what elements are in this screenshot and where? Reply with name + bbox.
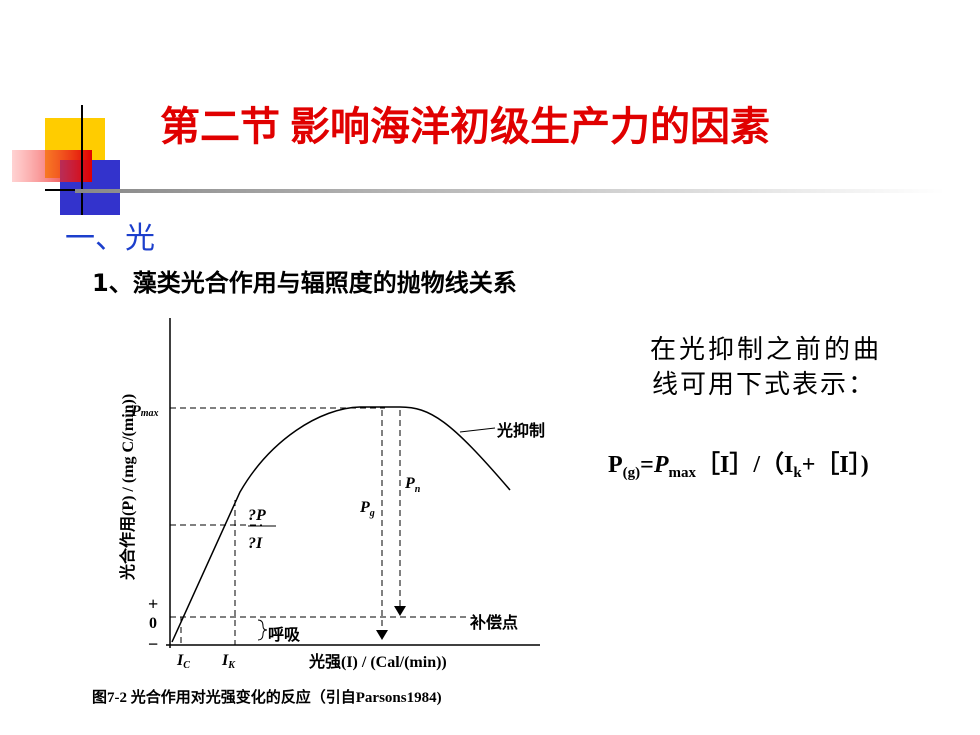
tail: +［I］)	[802, 451, 869, 478]
pg: Pg	[359, 499, 375, 519]
y-axis-label: 光合作用(P) / (mg C/(min))	[118, 394, 137, 581]
note-line: 线可用下式表示：	[652, 370, 876, 400]
pmax: Pmax	[130, 403, 159, 420]
arrows	[376, 606, 406, 640]
eq: =	[640, 452, 654, 478]
sub: max	[669, 465, 697, 481]
mid: ［I］/（I	[696, 451, 793, 478]
formula: P(g)=Pmax［I］/（Ik+［I］)	[608, 451, 869, 481]
p: P	[130, 403, 141, 420]
p: P	[404, 475, 415, 492]
sub: n	[415, 484, 421, 495]
sub: k	[793, 465, 802, 481]
i: I	[176, 652, 184, 669]
slope-top: ?P	[248, 507, 266, 524]
subheading: 1、藻类光合作用与辐照度的抛物线关系	[92, 269, 517, 297]
ic: IC	[176, 652, 190, 671]
p: P	[608, 452, 623, 478]
slope-bottom: ?I	[248, 535, 263, 552]
x-axis-label: 光强(I) / (Cal/(min))	[308, 652, 447, 671]
zero: 0	[149, 615, 157, 632]
p: P	[359, 499, 370, 516]
guides	[170, 407, 470, 645]
sub: C	[183, 660, 190, 671]
caption: 图7-2 光合作用对光强变化的反应（引自Parsons1984)	[92, 688, 442, 706]
i: I	[221, 652, 229, 669]
decoration	[12, 105, 945, 215]
respiration: 呼吸	[268, 625, 301, 644]
sub: K	[227, 660, 236, 671]
heading: 一、光	[65, 221, 155, 256]
sub: max	[141, 408, 159, 419]
plus: +	[148, 594, 158, 614]
brace	[257, 619, 268, 641]
minus: −	[148, 634, 158, 654]
p: P	[653, 452, 669, 478]
pointer	[459, 427, 496, 433]
inhibition: 光抑制	[496, 421, 545, 440]
compensation: 补偿点	[469, 613, 518, 632]
sub: g	[369, 508, 375, 519]
sub: (g)	[623, 465, 641, 481]
note-line: 在光抑制之前的曲	[650, 335, 882, 365]
title: 第二节 影响海洋初级生产力的因素	[160, 104, 770, 149]
pn: Pn	[404, 475, 421, 495]
figure: 光合作用(P) / (mg C/(min)) 光强(I) / (Cal/(min…	[92, 318, 545, 706]
curve	[171, 406, 511, 643]
ik: IK	[221, 652, 236, 671]
